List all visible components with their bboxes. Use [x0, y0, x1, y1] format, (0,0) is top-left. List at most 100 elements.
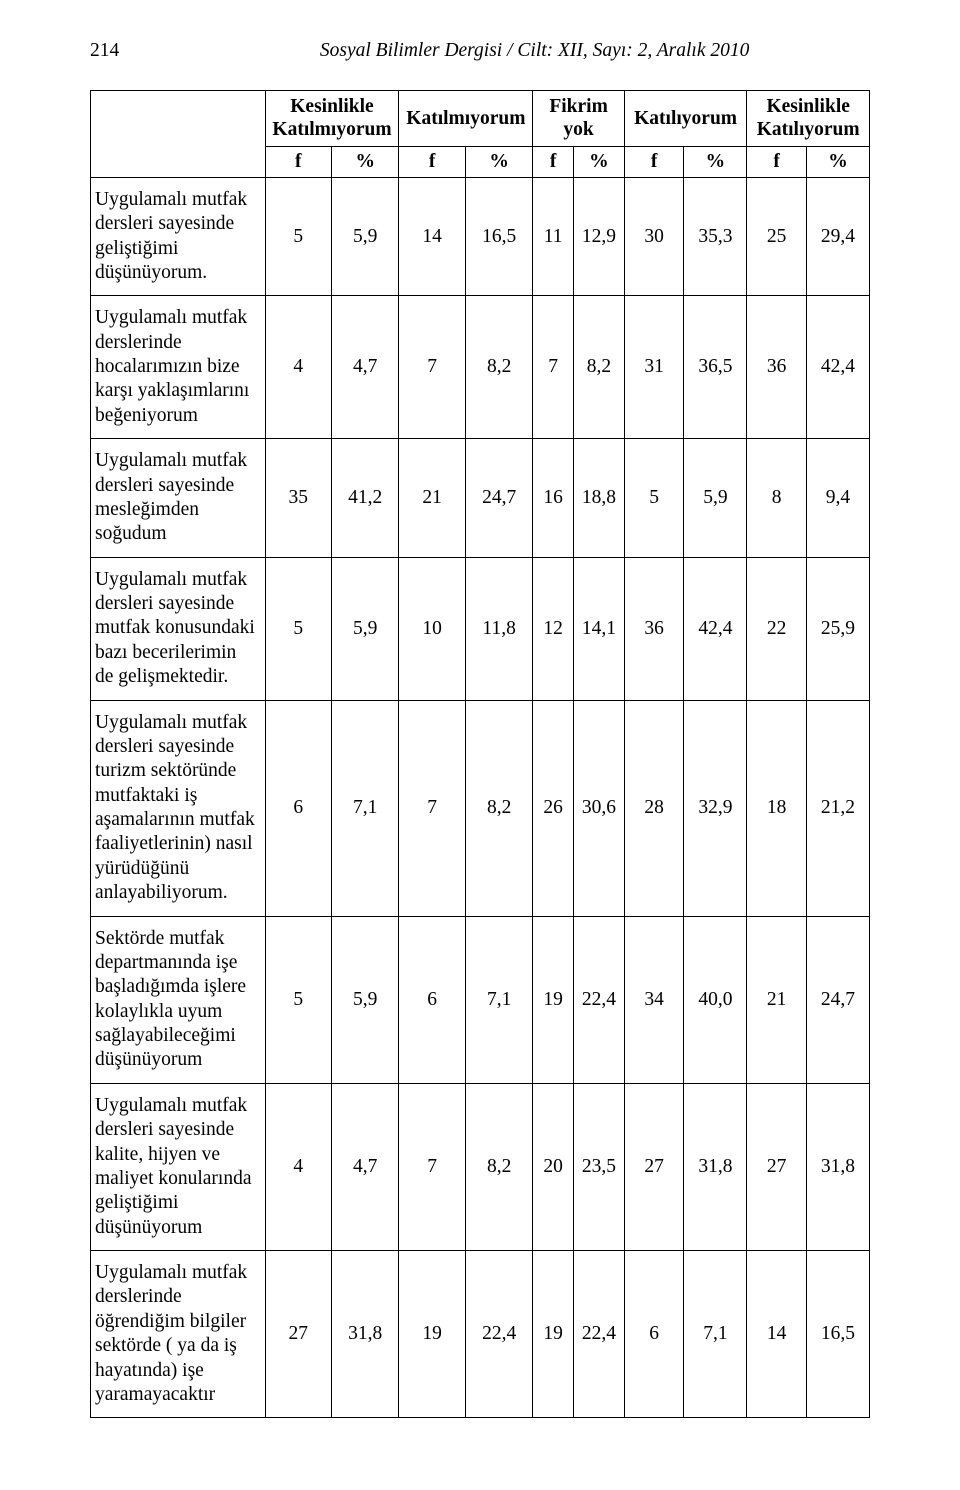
data-cell: 5: [624, 439, 684, 558]
data-cell: 5,9: [332, 177, 399, 296]
data-cell: 18: [747, 700, 807, 916]
data-cell: 11: [533, 177, 574, 296]
table-header-row-scale: Kesinlikle Katılmıyorum Katılmıyorum Fik…: [91, 91, 870, 147]
axis-pct-1: %: [332, 146, 399, 177]
statement-cell: Uygulamalı mutfak derslerinde öğrendiğim…: [91, 1251, 266, 1418]
running-header: 214 Sosyal Bilimler Dergisi / Cilt: XII,…: [90, 40, 870, 62]
journal-title: Sosyal Bilimler Dergisi / Cilt: XII, Say…: [199, 40, 870, 62]
data-cell: 5: [265, 916, 331, 1083]
data-cell: 36,5: [684, 296, 747, 439]
data-cell: 8: [747, 439, 807, 558]
data-cell: 14: [399, 177, 465, 296]
data-cell: 7: [399, 1083, 465, 1250]
data-cell: 5: [265, 177, 331, 296]
scale-header-1: Kesinlikle Katılmıyorum: [265, 91, 399, 147]
data-cell: 25: [747, 177, 807, 296]
data-cell: 12: [533, 557, 574, 700]
data-cell: 7,1: [332, 700, 399, 916]
table-row: Uygulamalı mutfak dersleri sayesinde mut…: [91, 557, 870, 700]
axis-pct-4: %: [684, 146, 747, 177]
axis-f-5: f: [747, 146, 807, 177]
data-cell: 27: [265, 1251, 331, 1418]
data-cell: 26: [533, 700, 574, 916]
table-row: Uygulamalı mutfak dersleri sayesinde gel…: [91, 177, 870, 296]
data-cell: 18,8: [573, 439, 624, 558]
data-cell: 35,3: [684, 177, 747, 296]
data-cell: 24,7: [806, 916, 869, 1083]
data-cell: 19: [533, 1251, 574, 1418]
data-cell: 5: [265, 557, 331, 700]
table-header-blank: [91, 91, 266, 178]
axis-pct-5: %: [806, 146, 869, 177]
data-cell: 4,7: [332, 296, 399, 439]
data-cell: 19: [533, 916, 574, 1083]
data-cell: 6: [624, 1251, 684, 1418]
data-cell: 6: [399, 916, 465, 1083]
statement-cell: Uygulamalı mutfak dersleri sayesinde mes…: [91, 439, 266, 558]
data-cell: 5,9: [332, 557, 399, 700]
data-cell: 6: [265, 700, 331, 916]
axis-pct-2: %: [465, 146, 532, 177]
data-cell: 36: [624, 557, 684, 700]
data-cell: 20: [533, 1083, 574, 1250]
data-cell: 40,0: [684, 916, 747, 1083]
data-cell: 16,5: [806, 1251, 869, 1418]
scale-header-2: Katılmıyorum: [399, 91, 533, 147]
data-cell: 7: [533, 296, 574, 439]
data-cell: 8,2: [465, 296, 532, 439]
scale-header-3: Fikrim yok: [533, 91, 625, 147]
data-cell: 7: [399, 700, 465, 916]
data-cell: 7,1: [465, 916, 532, 1083]
data-cell: 22,4: [573, 916, 624, 1083]
data-cell: 21,2: [806, 700, 869, 916]
table-row: Uygulamalı mutfak dersleri sayesinde kal…: [91, 1083, 870, 1250]
table-body: Uygulamalı mutfak dersleri sayesinde gel…: [91, 177, 870, 1418]
data-cell: 14,1: [573, 557, 624, 700]
data-cell: 36: [747, 296, 807, 439]
data-cell: 22,4: [573, 1251, 624, 1418]
statement-cell: Uygulamalı mutfak dersleri sayesinde tur…: [91, 700, 266, 916]
data-cell: 31: [624, 296, 684, 439]
data-cell: 22,4: [465, 1251, 532, 1418]
data-cell: 42,4: [684, 557, 747, 700]
data-cell: 9,4: [806, 439, 869, 558]
table-row: Uygulamalı mutfak dersleri sayesinde mes…: [91, 439, 870, 558]
scale-header-5: Kesinlikle Katılıyorum: [747, 91, 870, 147]
data-cell: 27: [624, 1083, 684, 1250]
data-cell: 4: [265, 1083, 331, 1250]
data-cell: 27: [747, 1083, 807, 1250]
data-cell: 29,4: [806, 177, 869, 296]
data-cell: 30,6: [573, 700, 624, 916]
data-cell: 21: [747, 916, 807, 1083]
data-cell: 32,9: [684, 700, 747, 916]
data-cell: 5,9: [332, 916, 399, 1083]
data-cell: 31,8: [806, 1083, 869, 1250]
data-cell: 31,8: [332, 1251, 399, 1418]
data-cell: 28: [624, 700, 684, 916]
statement-cell: Uygulamalı mutfak dersleri sayesinde gel…: [91, 177, 266, 296]
data-cell: 21: [399, 439, 465, 558]
axis-f-3: f: [533, 146, 574, 177]
data-cell: 7: [399, 296, 465, 439]
table-row: Uygulamalı mutfak dersleri sayesinde tur…: [91, 700, 870, 916]
axis-f-4: f: [624, 146, 684, 177]
data-cell: 11,8: [465, 557, 532, 700]
data-cell: 16,5: [465, 177, 532, 296]
axis-f-1: f: [265, 146, 331, 177]
data-cell: 34: [624, 916, 684, 1083]
data-cell: 8,2: [465, 700, 532, 916]
data-cell: 23,5: [573, 1083, 624, 1250]
data-cell: 41,2: [332, 439, 399, 558]
page-number: 214: [90, 40, 119, 62]
data-cell: 14: [747, 1251, 807, 1418]
data-cell: 8,2: [573, 296, 624, 439]
data-cell: 42,4: [806, 296, 869, 439]
data-cell: 19: [399, 1251, 465, 1418]
statement-cell: Uygulamalı mutfak derslerinde hocalarımı…: [91, 296, 266, 439]
data-cell: 5,9: [684, 439, 747, 558]
axis-pct-3: %: [573, 146, 624, 177]
data-cell: 4,7: [332, 1083, 399, 1250]
data-cell: 31,8: [684, 1083, 747, 1250]
statement-cell: Uygulamalı mutfak dersleri sayesinde kal…: [91, 1083, 266, 1250]
data-cell: 35: [265, 439, 331, 558]
